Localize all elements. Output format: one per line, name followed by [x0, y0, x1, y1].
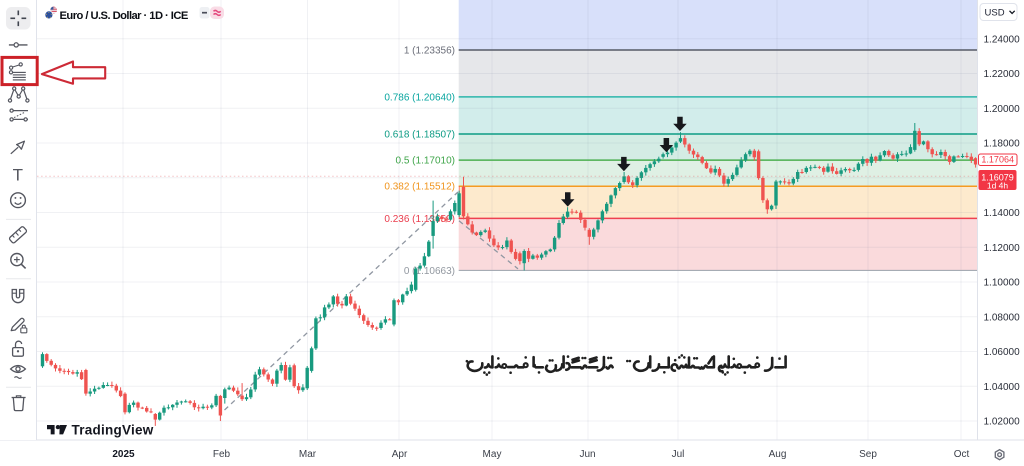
- svg-text:Aug: Aug: [769, 449, 787, 460]
- svg-text:1d 4h: 1d 4h: [987, 181, 1009, 191]
- svg-text:1 (1.23356): 1 (1.23356): [404, 46, 455, 57]
- svg-text:Mar: Mar: [299, 449, 317, 460]
- svg-text:0.618 (1.18507): 0.618 (1.18507): [384, 130, 455, 141]
- svg-text:USD: USD: [985, 8, 1005, 19]
- svg-text:0.786 (1.20640): 0.786 (1.20640): [384, 92, 455, 103]
- svg-text:May: May: [483, 449, 502, 460]
- svg-text:1.02000: 1.02000: [984, 417, 1021, 428]
- svg-text:2025: 2025: [112, 449, 135, 460]
- svg-text:1.18000: 1.18000: [984, 139, 1021, 150]
- svg-text:1.22000: 1.22000: [984, 69, 1021, 80]
- svg-text:Feb: Feb: [213, 449, 231, 460]
- svg-text:Jul: Jul: [672, 449, 685, 460]
- svg-text:Apr: Apr: [392, 449, 408, 460]
- svg-text:T: T: [13, 166, 23, 185]
- svg-text:Sep: Sep: [859, 449, 877, 460]
- svg-text:Euro / U.S. Dollar · 1D · ICE: Euro / U.S. Dollar · 1D · ICE: [60, 10, 189, 22]
- svg-text:1.10000: 1.10000: [984, 278, 1021, 289]
- svg-text:1.20000: 1.20000: [984, 104, 1021, 115]
- svg-text:0.5 (1.17010): 0.5 (1.17010): [396, 156, 456, 167]
- svg-text:0.382 (1.15512): 0.382 (1.15512): [384, 182, 455, 193]
- svg-text:1.16079: 1.16079: [981, 172, 1014, 182]
- svg-text:1.14000: 1.14000: [984, 208, 1021, 219]
- svg-text:1.08000: 1.08000: [984, 312, 1021, 323]
- svg-text:Jun: Jun: [579, 449, 595, 460]
- svg-text:1.04000: 1.04000: [984, 382, 1021, 393]
- svg-text:1.17064: 1.17064: [981, 155, 1014, 165]
- svg-text:1.12000: 1.12000: [984, 243, 1021, 254]
- svg-text:TradingView: TradingView: [72, 423, 154, 438]
- svg-text:0.236 (1.13659): 0.236 (1.13659): [384, 214, 455, 225]
- svg-text:Oct: Oct: [954, 449, 970, 460]
- svg-text:1.06000: 1.06000: [984, 347, 1021, 358]
- svg-text:0 (1.10663): 0 (1.10663): [404, 266, 455, 277]
- svg-text:1.24000: 1.24000: [984, 34, 1021, 45]
